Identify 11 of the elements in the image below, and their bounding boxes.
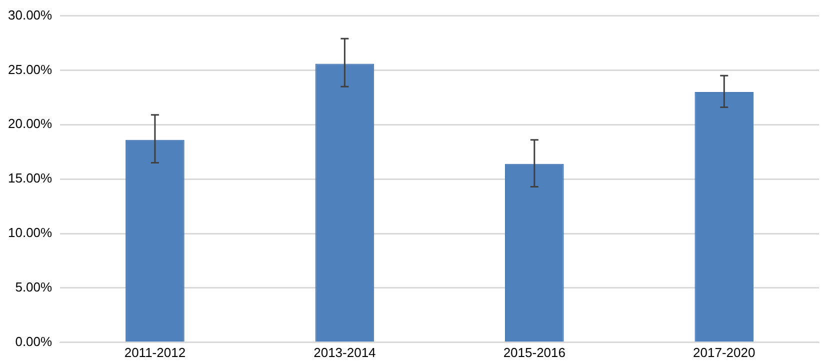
x-tick-label: 2017-2020: [693, 344, 756, 360]
y-tick-label: 30.00%: [8, 7, 53, 22]
x-tick-label: 2013-2014: [314, 344, 376, 360]
y-tick-label: 5.00%: [15, 280, 53, 295]
y-tick-label: 25.00%: [8, 62, 53, 77]
y-tick-label: 15.00%: [8, 170, 53, 186]
x-tick-label: 2015-2016: [503, 344, 566, 360]
y-tick-label: 0.00%: [15, 334, 53, 349]
x-tick-label: 2011-2012: [124, 344, 186, 360]
y-tick-label: 10.00%: [8, 225, 53, 240]
y-tick-label: 20.00%: [8, 116, 53, 132]
